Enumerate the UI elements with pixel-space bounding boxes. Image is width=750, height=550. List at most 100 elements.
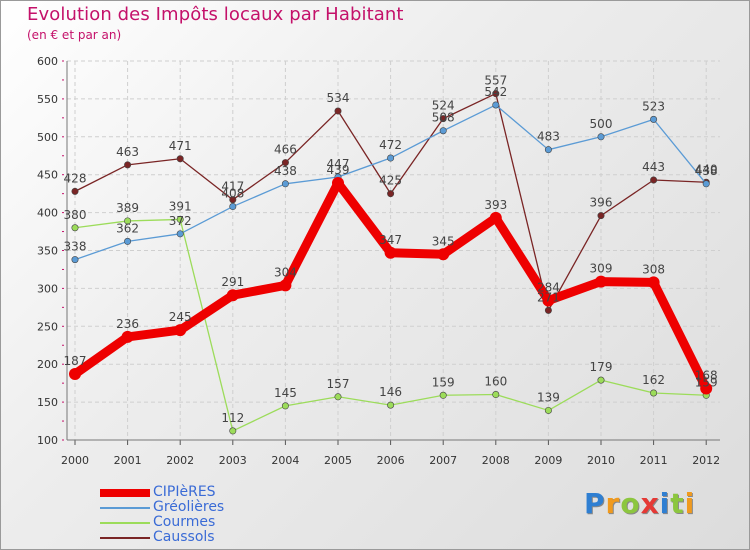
x-tick-label: 2003 xyxy=(219,454,247,467)
data-point xyxy=(334,393,342,401)
data-label: 160 xyxy=(484,375,507,389)
data-point xyxy=(387,154,395,162)
data-label: 159 xyxy=(432,375,455,389)
data-point xyxy=(124,161,132,169)
y-tick-label: 600 xyxy=(37,55,58,68)
proxiti-logo: Proxiti xyxy=(584,487,695,520)
y-tick-label: 350 xyxy=(37,245,58,258)
y-tick-label: 550 xyxy=(37,93,58,106)
y-tick-label: 250 xyxy=(37,320,58,333)
data-label: 408 xyxy=(221,187,244,201)
data-label: 483 xyxy=(537,130,560,144)
data-point xyxy=(71,224,79,232)
data-label: 557 xyxy=(484,74,507,88)
logo-letter: x xyxy=(640,487,660,520)
data-point xyxy=(492,391,500,399)
data-point xyxy=(229,203,237,211)
x-tick-label: 2009 xyxy=(534,454,562,467)
y-tick-label: 450 xyxy=(37,169,58,182)
logo-letter: r xyxy=(605,487,621,520)
data-label: 391 xyxy=(169,199,192,213)
data-label: 438 xyxy=(695,164,718,178)
data-point xyxy=(597,212,605,220)
data-label: 466 xyxy=(274,143,297,157)
x-tick-label: 2011 xyxy=(640,454,668,467)
data-point xyxy=(176,155,184,163)
data-point xyxy=(650,176,658,184)
data-point xyxy=(281,159,289,167)
data-label: 396 xyxy=(590,196,613,210)
data-point xyxy=(176,230,184,238)
x-tick-label: 2004 xyxy=(271,454,299,467)
data-label: 508 xyxy=(432,111,455,125)
data-label: 428 xyxy=(64,171,87,185)
data-point xyxy=(279,279,292,292)
data-point xyxy=(647,276,660,289)
y-tick-label: 200 xyxy=(37,358,58,371)
legend-label-cipieres: CIPIèRES xyxy=(153,484,216,500)
data-point xyxy=(439,127,447,135)
data-point xyxy=(71,256,79,264)
data-point xyxy=(229,196,237,204)
legend-swatch-caussols xyxy=(100,537,150,539)
data-label: 162 xyxy=(642,373,665,387)
x-tick-label: 2010 xyxy=(587,454,615,467)
chart-subtitle: (en € et par an) xyxy=(27,28,122,42)
logo-letter: t xyxy=(670,487,685,520)
data-label: 236 xyxy=(116,317,139,331)
data-label: 308 xyxy=(642,262,665,276)
data-point xyxy=(437,248,450,261)
data-label: 534 xyxy=(327,91,350,105)
data-label: 347 xyxy=(379,233,402,247)
data-label: 304 xyxy=(274,265,297,279)
data-point xyxy=(226,289,239,302)
data-point xyxy=(597,376,605,384)
data-label: 345 xyxy=(432,234,455,248)
y-tick-label: 500 xyxy=(37,131,58,144)
x-tick-label: 2005 xyxy=(324,454,352,467)
data-label: 146 xyxy=(379,385,402,399)
legend-swatch-cipieres xyxy=(100,489,150,497)
data-label: 309 xyxy=(590,262,613,276)
y-tick-label: 100 xyxy=(37,434,58,447)
logo-letter: o xyxy=(620,487,641,520)
x-tick-label: 2008 xyxy=(482,454,510,467)
x-tick-label: 2001 xyxy=(114,454,142,467)
data-label: 380 xyxy=(64,208,87,222)
data-point xyxy=(332,177,344,190)
data-label: 523 xyxy=(642,99,665,113)
data-label: 440 xyxy=(695,162,718,176)
data-label: 389 xyxy=(116,201,139,215)
data-point xyxy=(700,382,713,395)
data-label: 417 xyxy=(221,180,244,194)
data-point xyxy=(492,101,500,109)
data-point xyxy=(489,211,502,224)
data-label: 438 xyxy=(274,164,297,178)
data-point xyxy=(121,330,134,343)
data-point xyxy=(702,180,710,188)
data-point xyxy=(384,246,397,259)
data-label: 245 xyxy=(169,310,192,324)
data-point xyxy=(544,306,552,314)
data-point xyxy=(387,190,395,198)
y-tick-label: 150 xyxy=(37,396,58,409)
logo-letter: i xyxy=(684,487,696,520)
data-label: 463 xyxy=(116,145,139,159)
legend-label-caussols: Caussols xyxy=(153,529,215,545)
y-tick-label: 300 xyxy=(37,282,58,295)
data-point xyxy=(124,217,132,225)
logo-letter: i xyxy=(659,487,671,520)
data-point xyxy=(229,427,237,435)
legend-label-greolieres: Gréolières xyxy=(153,499,225,515)
data-label: 145 xyxy=(274,386,297,400)
data-point xyxy=(650,115,658,123)
data-point xyxy=(281,180,289,188)
data-point xyxy=(544,146,552,154)
logo-letter: P xyxy=(584,487,606,520)
x-tick-label: 2002 xyxy=(166,454,194,467)
data-label: 471 xyxy=(169,139,192,153)
data-point xyxy=(174,324,187,337)
data-label: 112 xyxy=(221,411,244,425)
data-label: 139 xyxy=(537,390,560,404)
